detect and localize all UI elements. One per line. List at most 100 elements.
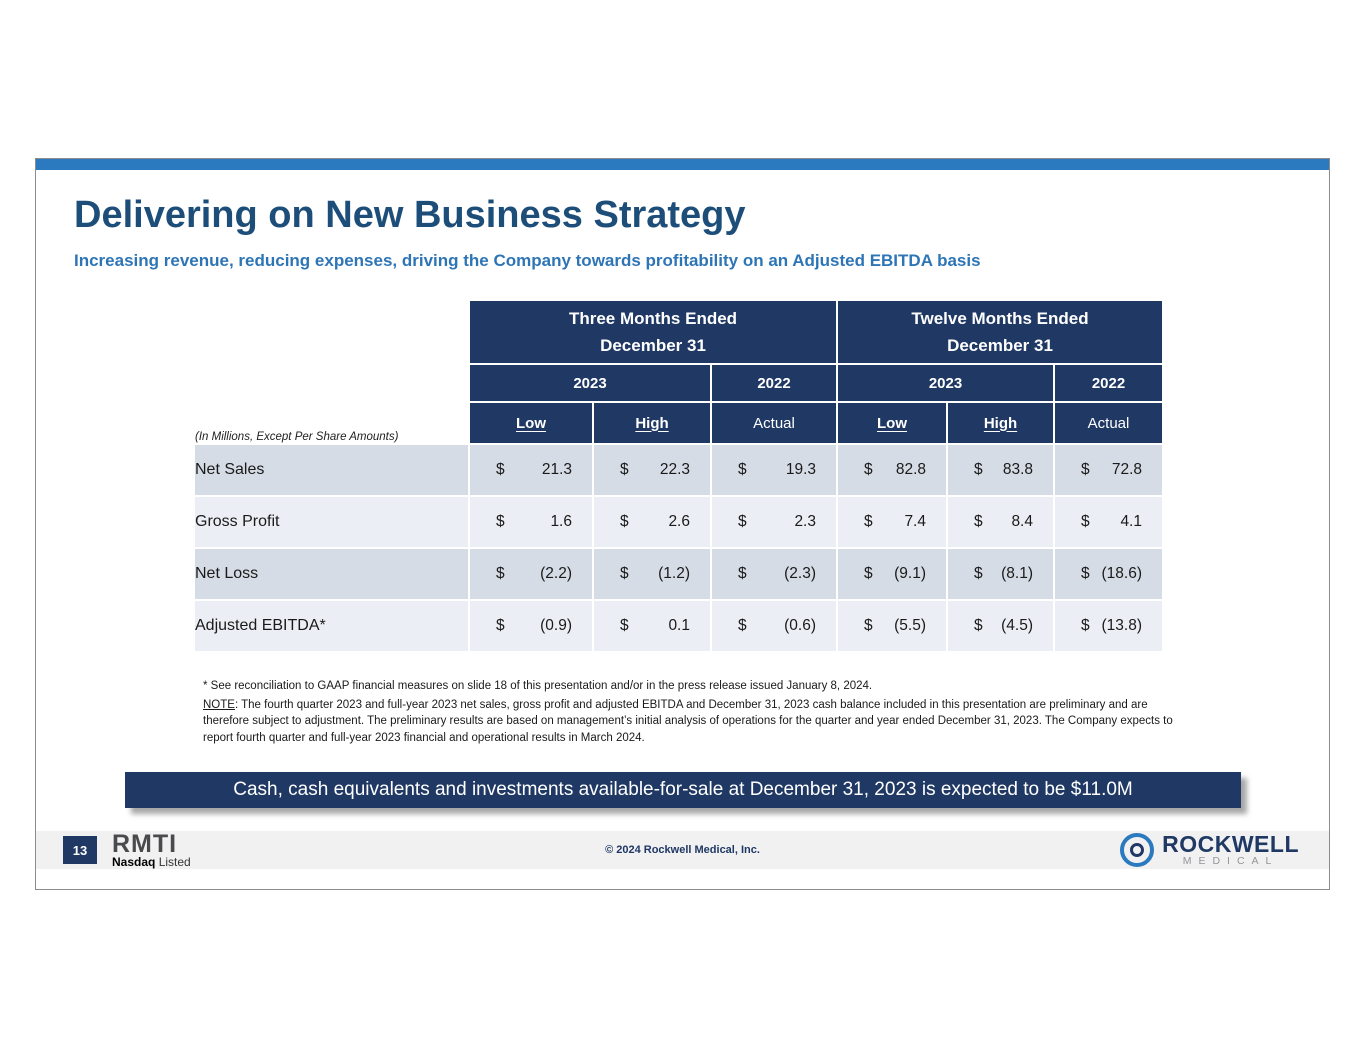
currency-symbol: $ [864, 565, 873, 582]
value-cell: $19.3 [712, 445, 836, 495]
value: (0.6) [784, 617, 816, 634]
value-cell: $ (5.5) [838, 601, 946, 651]
value-cell: $ (1.2) [594, 549, 710, 599]
value-cell: $ (8.1) [948, 549, 1053, 599]
value-cell: $ (2.3) [712, 549, 836, 599]
year-header-2022-q: 2022 [712, 365, 836, 401]
currency-symbol: $ [620, 565, 629, 582]
currency-symbol: $ [738, 461, 747, 478]
currency-symbol: $ [620, 617, 629, 634]
value-cell: $83.8 [948, 445, 1053, 495]
year-header-2023-q: 2023 [470, 365, 710, 401]
slide: Delivering on New Business Strategy Incr… [35, 158, 1330, 890]
units-note: (In Millions, Except Per Share Amounts) [195, 431, 399, 443]
note-label: NOTE [203, 698, 235, 711]
value-cell: $82.8 [838, 445, 946, 495]
rockwell-medical-logo: ROCKWELL MEDICAL [1120, 833, 1299, 867]
value-cell: $ (9.1) [838, 549, 946, 599]
currency-symbol: $ [974, 461, 983, 478]
value: 8.4 [1011, 513, 1033, 530]
row-label: Adjusted EBITDA* [195, 601, 468, 651]
rmti-nasdaq-logo: RMTI Nasdaq Listed [112, 832, 191, 869]
currency-symbol: $ [496, 617, 505, 634]
value-cell: $ (2.2) [470, 549, 592, 599]
group-header-twelve-months: Twelve Months Ended December 31 [838, 301, 1162, 363]
value-cell: $0.1 [594, 601, 710, 651]
value: (9.1) [894, 565, 926, 582]
value-cell: $8.4 [948, 497, 1053, 547]
note-text: : The fourth quarter 2023 and full-year … [203, 698, 1173, 745]
currency-symbol: $ [738, 565, 747, 582]
nasdaq-listed-label: Nasdaq Listed [112, 856, 191, 869]
table-row-net-loss: Net Loss $ (2.2) $ (1.2) $ (2.3) $ (9.1) $ (8… [195, 549, 1162, 599]
cash-banner-text: Cash, cash equivalents and investments a… [233, 779, 1133, 800]
currency-symbol: $ [496, 513, 505, 530]
currency-symbol: $ [620, 461, 629, 478]
value: (5.5) [894, 617, 926, 634]
page-number: 13 [63, 836, 97, 864]
currency-symbol: $ [864, 461, 873, 478]
footnotes: * See reconciliation to GAAP financial m… [203, 678, 1173, 749]
value: 4.1 [1120, 513, 1142, 530]
col-header-low-fy: Low [838, 403, 946, 443]
table-corner-spacer [195, 301, 468, 363]
value: 19.3 [785, 461, 816, 478]
value-cell: $21.3 [470, 445, 592, 495]
year-header-row: 2023 2022 2023 2022 [195, 365, 1162, 401]
value-cell: $ (0.6) [712, 601, 836, 651]
currency-symbol: $ [738, 617, 747, 634]
currency-symbol: $ [1081, 461, 1090, 478]
value: 2.6 [668, 513, 690, 530]
value-cell: $ (4.5) [948, 601, 1053, 651]
col-header-actual-fy: Actual [1055, 403, 1162, 443]
value: 82.8 [895, 461, 926, 478]
table-row-adjusted-ebitda: Adjusted EBITDA* $ (0.9) $0.1 $ (0.6) $ (5.… [195, 601, 1162, 651]
currency-symbol: $ [1081, 513, 1090, 530]
footnote-reconciliation: * See reconciliation to GAAP financial m… [203, 680, 873, 692]
slide-title: Delivering on New Business Strategy [74, 194, 746, 236]
row-label: Gross Profit [195, 497, 468, 547]
value-cell: $ (18.6) [1055, 549, 1162, 599]
value: (13.8) [1101, 617, 1143, 634]
year-header-2022-fy: 2022 [1055, 365, 1162, 401]
value: (4.5) [1001, 617, 1033, 634]
value-cell: $ (13.8) [1055, 601, 1162, 651]
value: 83.8 [1002, 461, 1033, 478]
value-cell: $72.8 [1055, 445, 1162, 495]
currency-symbol: $ [496, 461, 505, 478]
medical-wordmark: MEDICAL [1182, 855, 1279, 867]
group-header-three-months: Three Months Ended December 31 [470, 301, 836, 363]
value-cell: $2.3 [712, 497, 836, 547]
currency-symbol: $ [1081, 565, 1090, 582]
col-header-low-q: Low [470, 403, 592, 443]
rmti-ticker: RMTI [112, 830, 178, 858]
slide-accent-bar [36, 159, 1329, 170]
value: 2.3 [794, 513, 816, 530]
copyright-text: © 2024 Rockwell Medical, Inc. [605, 844, 760, 856]
cash-banner: Cash, cash equivalents and investments a… [125, 772, 1241, 808]
slide-subtitle: Increasing revenue, reducing expenses, d… [74, 251, 981, 270]
value: 72.8 [1111, 461, 1142, 478]
value: (0.9) [540, 617, 572, 634]
col-header-high-q: High [594, 403, 710, 443]
table-row-net-sales: Net Sales $21.3 $22.3 $19.3 $82.8 $83.8 … [195, 445, 1162, 495]
value-cell: $4.1 [1055, 497, 1162, 547]
value: (1.2) [658, 565, 690, 582]
value: (2.3) [784, 565, 816, 582]
value-cell: $1.6 [470, 497, 592, 547]
value: (18.6) [1101, 565, 1143, 582]
rockwell-wordmark: ROCKWELL [1162, 831, 1299, 857]
currency-symbol: $ [974, 513, 983, 530]
value-cell: $7.4 [838, 497, 946, 547]
col-header-actual-q: Actual [712, 403, 836, 443]
rockwell-logo-icon [1120, 833, 1155, 867]
value: 7.4 [904, 513, 926, 530]
value: (8.1) [1001, 565, 1033, 582]
group-header-row: Three Months Ended December 31 Twelve Mo… [195, 301, 1162, 363]
currency-symbol: $ [1081, 617, 1090, 634]
slide-footer: 13 RMTI Nasdaq Listed © 2024 Rockwell Me… [36, 831, 1329, 869]
table-corner-spacer [195, 365, 468, 401]
listed-label: Listed [158, 855, 191, 869]
currency-symbol: $ [974, 565, 983, 582]
